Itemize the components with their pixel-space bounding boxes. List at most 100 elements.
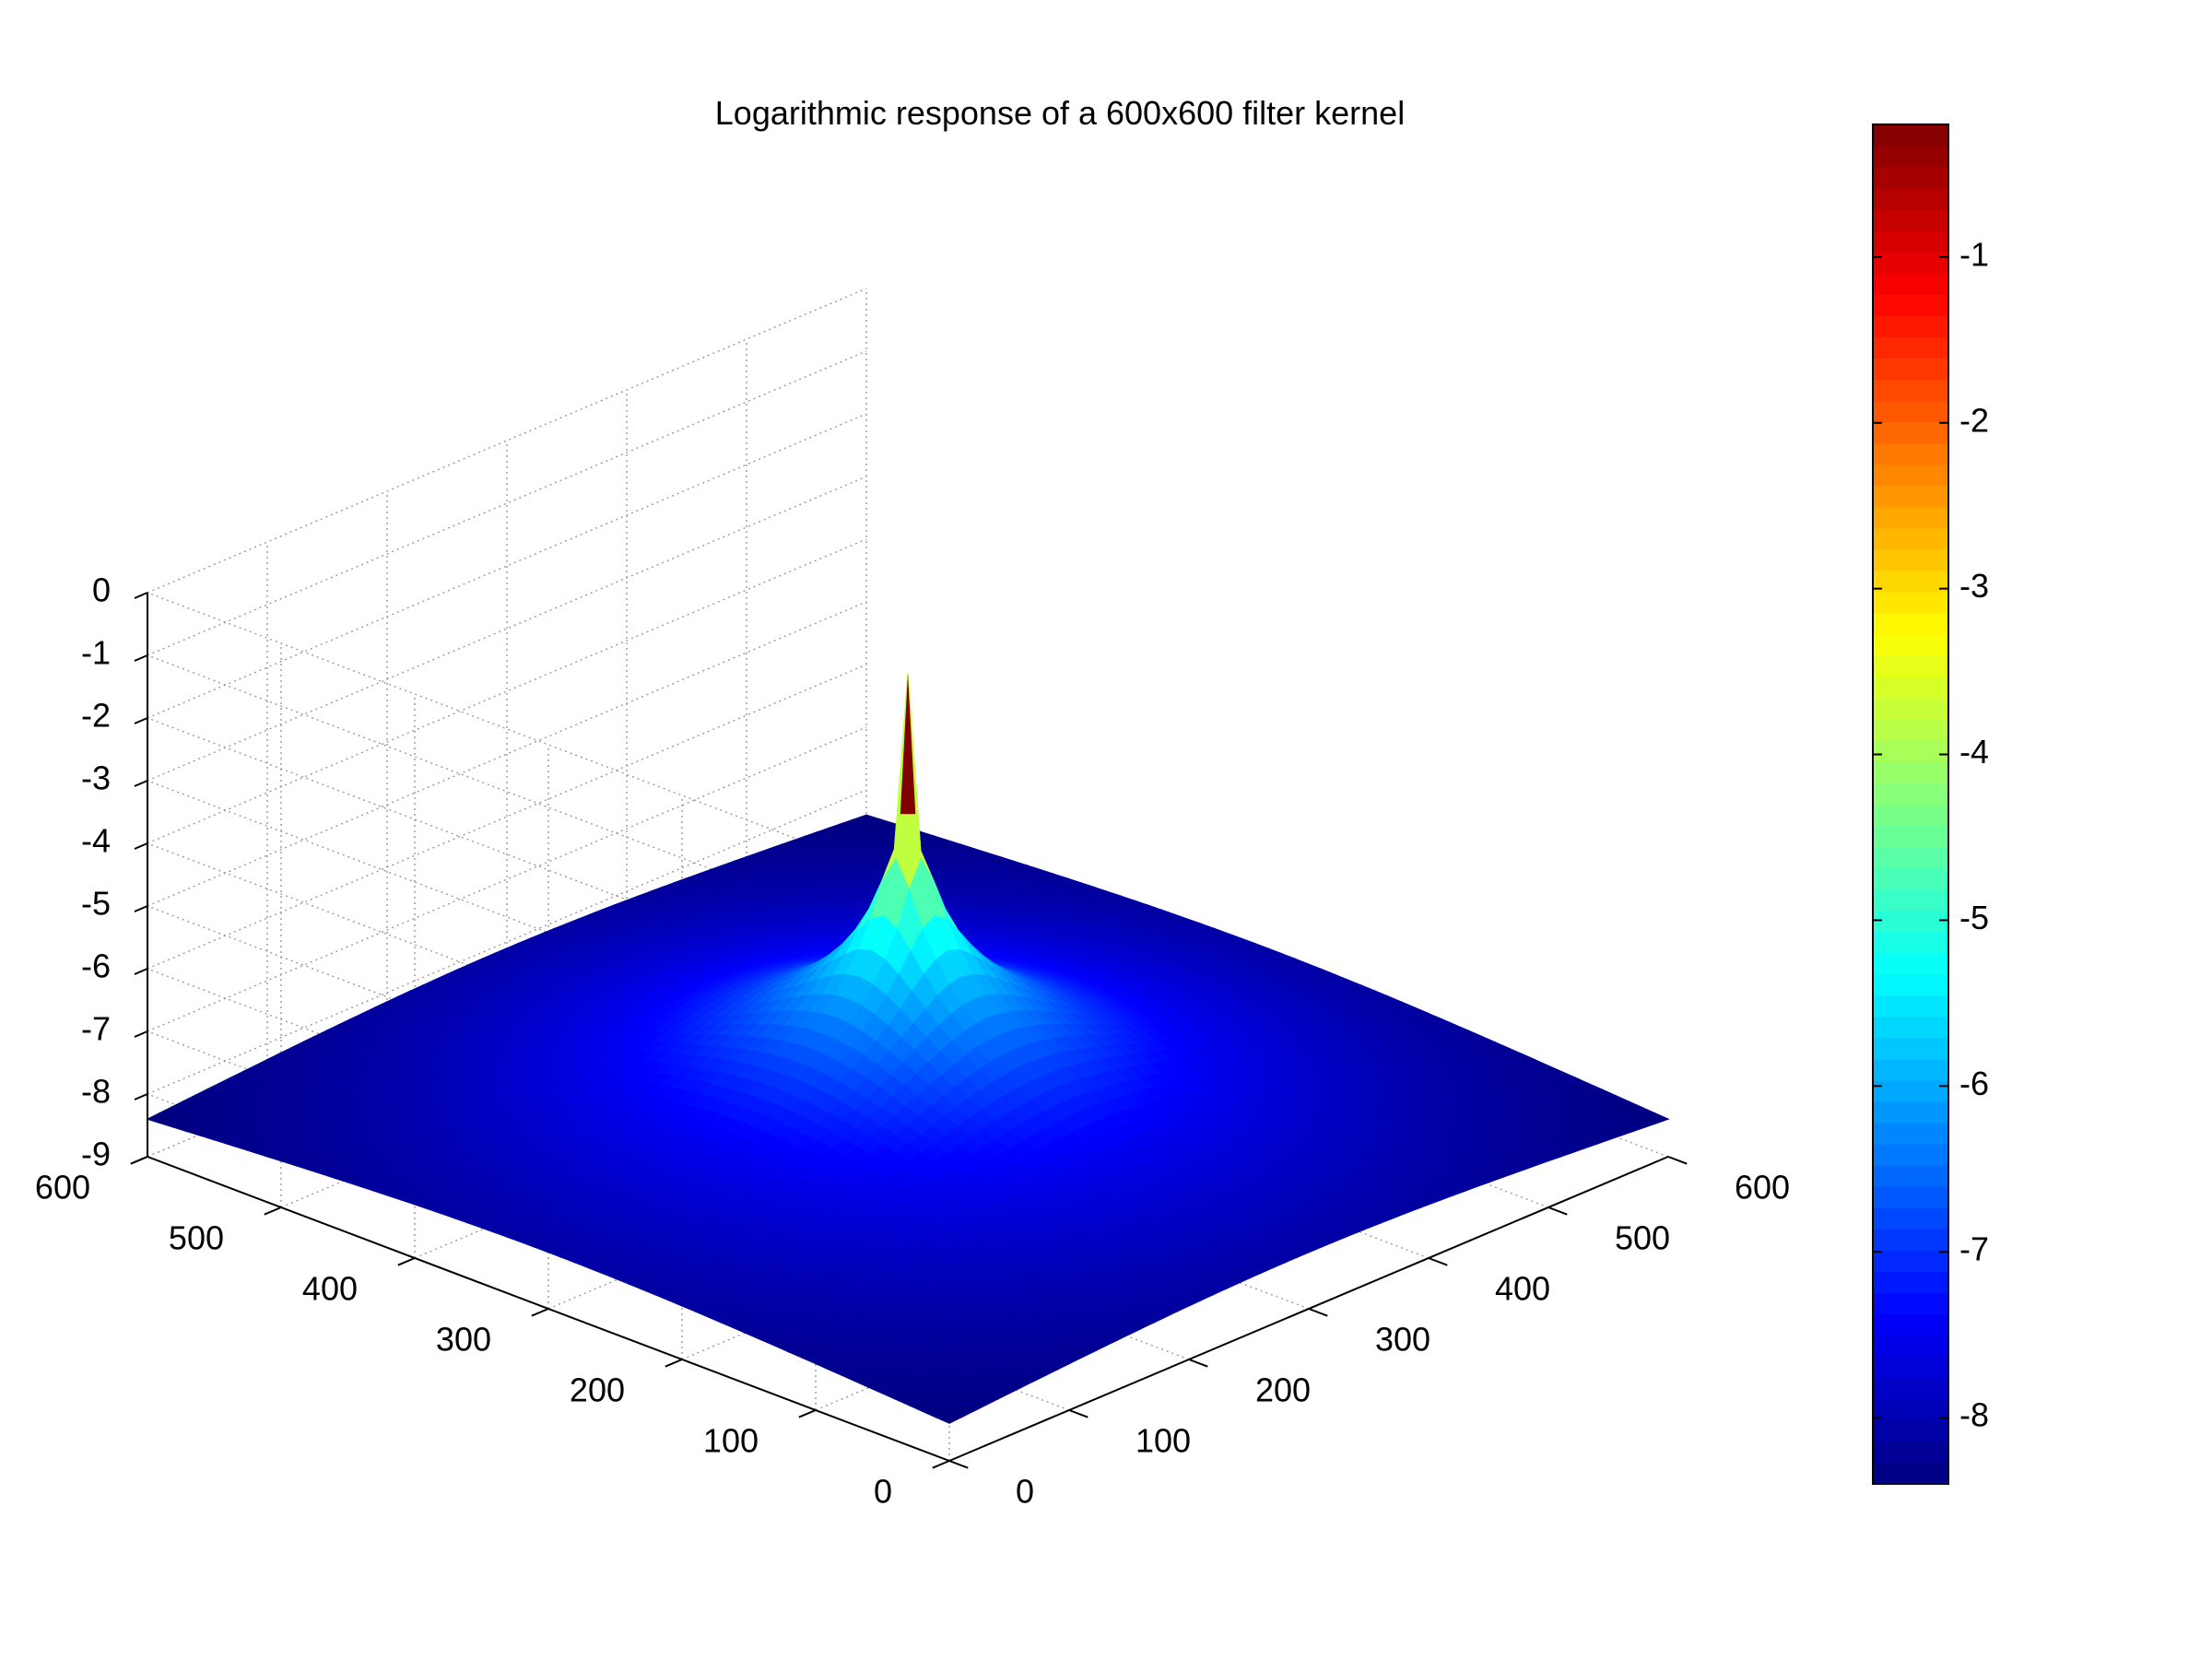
colorbar-swatch: [1873, 1037, 1948, 1060]
colorbar-tick-label: -7: [1959, 1230, 1989, 1268]
grid-line: [147, 780, 950, 1086]
colorbar-swatch: [1873, 145, 1948, 168]
y-tick-label: 100: [703, 1422, 759, 1460]
axes-frame: 01002003004005006000100200300400500600-9…: [35, 571, 1790, 1511]
colorbar-swatch: [1873, 272, 1948, 295]
colorbar-swatch: [1873, 187, 1948, 210]
colorbar-swatch: [1873, 676, 1948, 699]
x-tick-label: 0: [1016, 1473, 1034, 1511]
x-tick: [1547, 1206, 1568, 1216]
colorbar-swatch: [1873, 804, 1948, 827]
colorbar-swatch: [1873, 506, 1948, 529]
colorbar-swatch: [1873, 1100, 1948, 1124]
colorbar-swatch: [1873, 1462, 1948, 1485]
z-tick-label: -4: [81, 822, 111, 860]
colorbar-swatch: [1873, 1185, 1948, 1208]
z-tick: [134, 905, 148, 912]
colorbar-swatch: [1873, 867, 1948, 890]
z-tick: [134, 592, 148, 599]
colorbar-tick-label: -3: [1959, 567, 1989, 605]
z-tick-label: -5: [81, 885, 111, 923]
colorbar-swatch: [1873, 994, 1948, 1018]
y-tick-label: 300: [436, 1321, 491, 1359]
y-tick: [531, 1308, 549, 1317]
surface-peak: [900, 674, 916, 815]
colorbar-swatch: [1873, 697, 1948, 720]
x-tick: [1428, 1257, 1448, 1266]
colorbar-swatch: [1873, 654, 1948, 677]
z-tick-label: -7: [81, 1010, 111, 1048]
colorbar-swatch: [1873, 379, 1948, 402]
z-tick-label: -2: [81, 697, 111, 735]
colorbar-swatch: [1873, 1377, 1948, 1400]
x-tick-label: 300: [1375, 1321, 1430, 1359]
colorbar-tick-label: -4: [1959, 733, 1989, 771]
colorbar-swatch: [1873, 782, 1948, 805]
y-tick-label: 400: [302, 1270, 358, 1308]
x-tick: [1308, 1308, 1328, 1317]
colorbar-swatch: [1873, 633, 1948, 656]
colorbar-swatch: [1873, 400, 1948, 423]
x-tick-label: 500: [1615, 1219, 1670, 1257]
y-tick-label: 200: [570, 1371, 625, 1409]
colorbar-swatch: [1873, 1122, 1948, 1145]
y-tick: [397, 1257, 416, 1266]
colorbar-swatch: [1873, 314, 1948, 337]
colorbar-swatch: [1873, 229, 1948, 253]
colorbar-swatch: [1873, 846, 1948, 869]
colorbar-swatch: [1873, 718, 1948, 741]
colorbar-swatch: [1873, 1249, 1948, 1273]
colorbar-swatch: [1873, 1016, 1948, 1039]
colorbar-swatch: [1873, 1164, 1948, 1187]
colorbar-tick-label: -5: [1959, 899, 1989, 936]
colorbar-swatch: [1873, 931, 1948, 954]
y-tick-label: 600: [35, 1169, 90, 1206]
colorbar-swatch: [1873, 952, 1948, 975]
colorbar-swatch: [1873, 910, 1948, 933]
colorbar-swatch: [1873, 335, 1948, 359]
x-tick: [1188, 1359, 1208, 1368]
colorbar-swatch: [1873, 1313, 1948, 1336]
colorbar-swatch: [1873, 973, 1948, 996]
x-tick: [1667, 1156, 1688, 1165]
colorbar-tick-label: -1: [1959, 235, 1989, 273]
x-tick: [948, 1460, 969, 1469]
y-tick: [665, 1359, 683, 1368]
z-tick-label: -3: [81, 759, 111, 797]
colorbar-swatch: [1873, 293, 1948, 316]
grid-line: [147, 717, 950, 1023]
y-tick-label: 500: [169, 1219, 224, 1257]
colorbar-swatch: [1873, 825, 1948, 848]
z-tick: [134, 1093, 148, 1100]
chart-title: Logarithmic response of a 600x600 filter…: [715, 94, 1405, 132]
colorbar-swatch: [1873, 612, 1948, 635]
grid-line: [147, 842, 950, 1148]
colorbar-swatch: [1873, 1228, 1948, 1251]
grid-line: [147, 592, 950, 898]
x-tick-label: 200: [1255, 1371, 1311, 1409]
y-tick: [798, 1409, 817, 1418]
colorbar-swatch: [1873, 1079, 1948, 1102]
z-tick-label: -8: [81, 1073, 111, 1111]
colorbar-swatch: [1873, 1206, 1948, 1230]
colorbar-swatch: [1873, 548, 1948, 571]
surface-patch: [935, 1410, 963, 1424]
grid-line: [147, 968, 950, 1274]
colorbar-swatch: [1873, 1271, 1948, 1294]
colorbar-swatch: [1873, 1356, 1948, 1379]
colorbar: -8 -7 -6 -5 -4 -3 -2 -1: [1872, 124, 1989, 1485]
colorbar-swatch: [1873, 760, 1948, 783]
colorbar-swatch: [1873, 888, 1948, 912]
colorbar-swatch: [1873, 1441, 1948, 1464]
colorbar-swatch: [1873, 124, 1948, 147]
x-tick-label: 400: [1495, 1270, 1550, 1308]
colorbar-swatch: [1873, 1058, 1948, 1081]
colorbar-swatch: [1873, 570, 1948, 593]
z-tick-label: -1: [81, 634, 111, 672]
colorbar-tick-label: -2: [1959, 401, 1989, 439]
colorbar-swatch: [1873, 1335, 1948, 1358]
z-tick: [134, 780, 148, 787]
colorbar-tick-label: -8: [1959, 1396, 1989, 1434]
y-tick-label: 0: [874, 1473, 892, 1511]
